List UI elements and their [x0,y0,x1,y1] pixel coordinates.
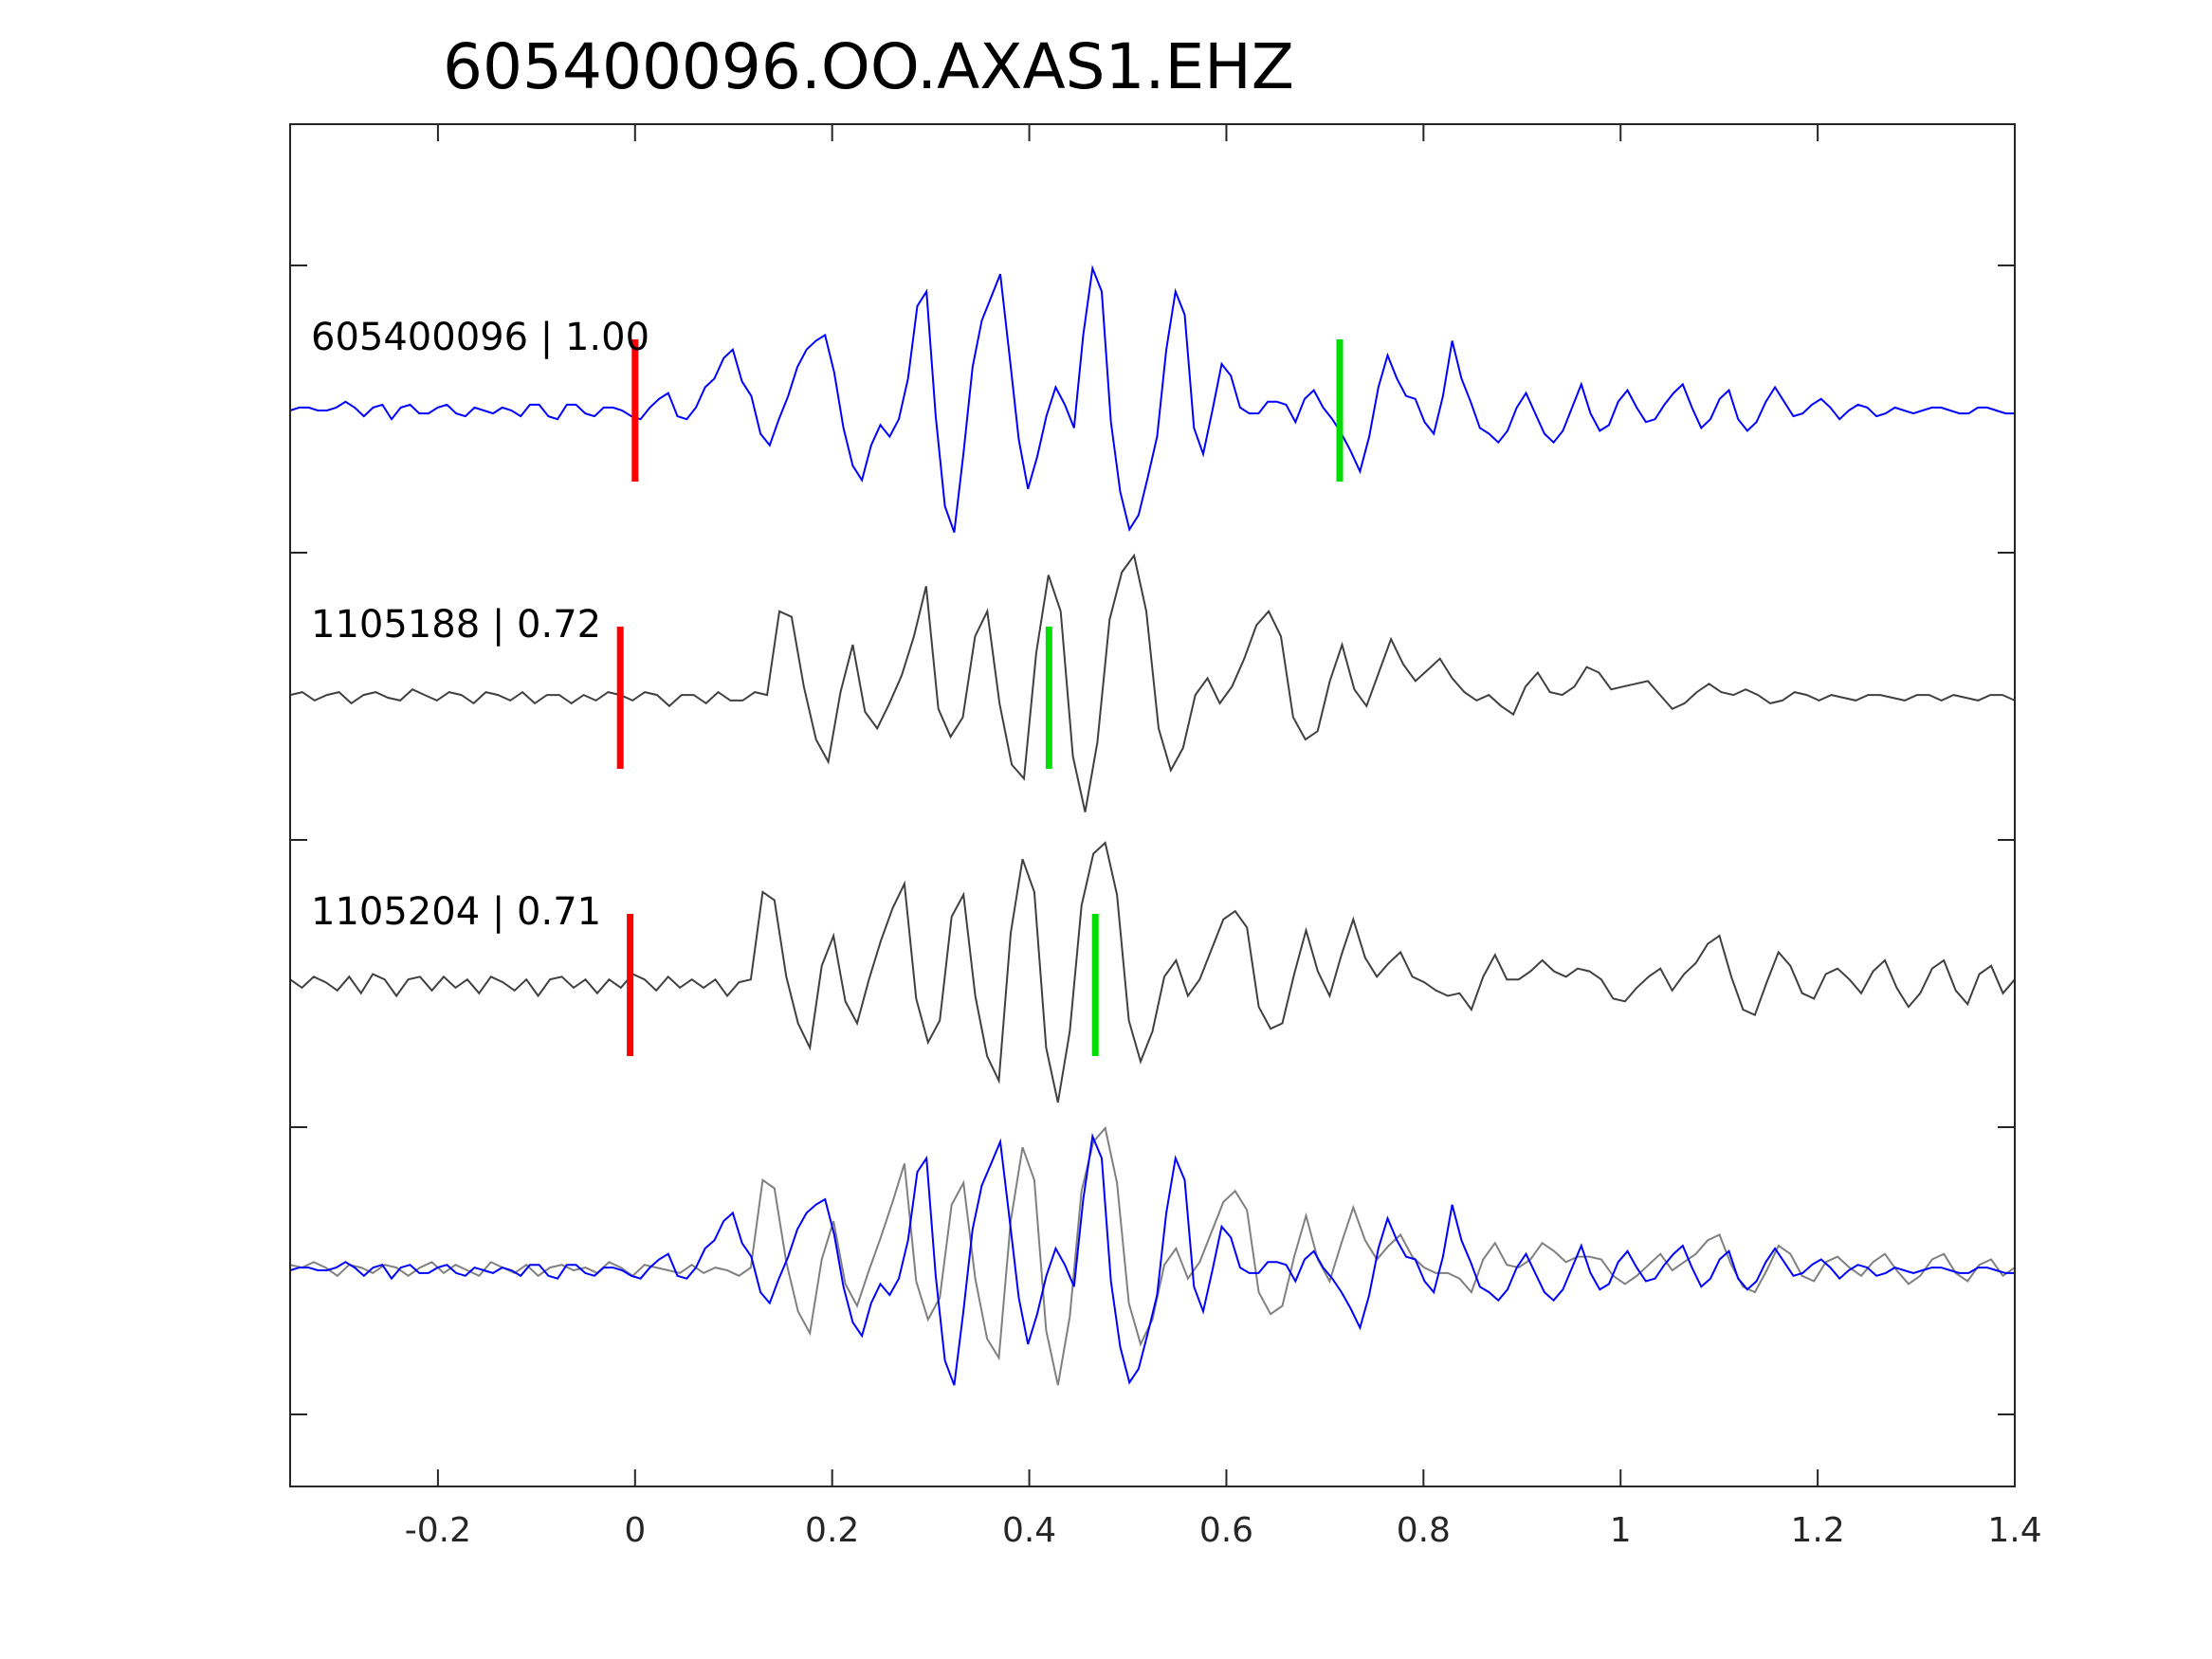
x-tick-label: 0.8 [1397,1511,1451,1550]
waveform-trace-5 [289,1133,2015,1386]
trace-label-2: 1105188 | 0.72 [311,603,601,647]
waveform-trace-3 [289,841,2016,1103]
trace-label-1: 605400096 | 1.00 [311,316,649,359]
chart-title: 605400096.OO.AXAS1.EHZ [443,30,1294,103]
x-tick-label: 0.6 [1199,1511,1253,1550]
x-tick-label: 1.2 [1790,1511,1844,1550]
x-tick-label: 0.2 [805,1511,859,1550]
phase-picks [616,339,1344,1056]
axes-box [289,123,2016,1487]
trace-labels: 605400096 | 1.00 1105188 | 0.72 1105204 | … [311,316,649,934]
x-tick-label: 1 [1610,1511,1632,1550]
x-tick-label: 1.4 [1987,1511,2041,1550]
waveform-traces [289,264,2016,1386]
waveform-trace-2 [289,553,2016,812]
axis-ticks: -0.2 0 0.2 0.4 0.6 0.8 1 1.2 1.4 [290,124,2042,1550]
x-tick-label: 0.4 [1002,1511,1056,1550]
x-tick-label: -0.2 [405,1511,471,1550]
waveform-trace-1 [289,264,2015,533]
trace-label-3: 1105204 | 0.71 [311,890,601,934]
waveform-trace-4 [289,1125,2016,1386]
x-tick-label: 0 [624,1511,646,1550]
